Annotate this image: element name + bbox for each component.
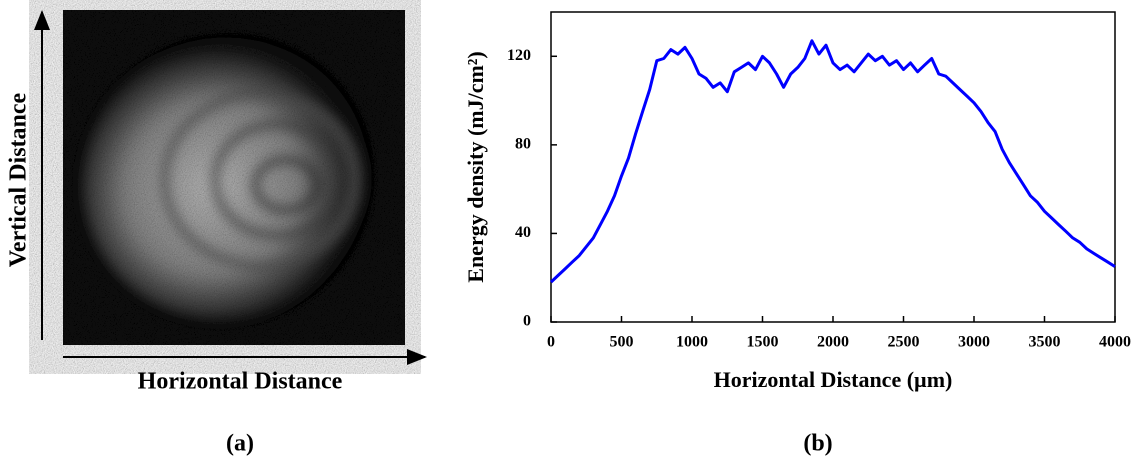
x-tick-label: 3500	[1029, 334, 1061, 351]
data-line	[549, 39, 1116, 284]
panel-label: (a)	[226, 431, 254, 457]
x-tick-label: 3000	[958, 334, 990, 351]
x-axis-title: Horizontal Distance (µm)	[714, 367, 953, 392]
x-tick-label: 0	[547, 334, 555, 351]
y-tick-label: 40	[515, 224, 531, 241]
x-tick-label: 1500	[747, 334, 779, 351]
y-axis-title: Energy density (mJ/cm²)	[463, 51, 488, 282]
y-tick-label: 120	[507, 47, 531, 64]
y-tick-label: 80	[515, 136, 531, 153]
plot-frame	[550, 11, 1116, 323]
y-tick-label: 0	[523, 313, 531, 330]
x-tick-label: 2500	[888, 334, 920, 351]
x-tick-label: 2000	[817, 334, 849, 351]
axis-label: Horizontal Distance	[138, 369, 343, 395]
beam-image	[63, 10, 405, 345]
x-tick-label: 1000	[676, 334, 708, 351]
axis-label: Vertical Distance	[6, 92, 32, 267]
x-tick-label: 4000	[1099, 334, 1131, 351]
x-tick-label: 500	[610, 334, 634, 351]
panel-label: (b)	[803, 431, 832, 457]
